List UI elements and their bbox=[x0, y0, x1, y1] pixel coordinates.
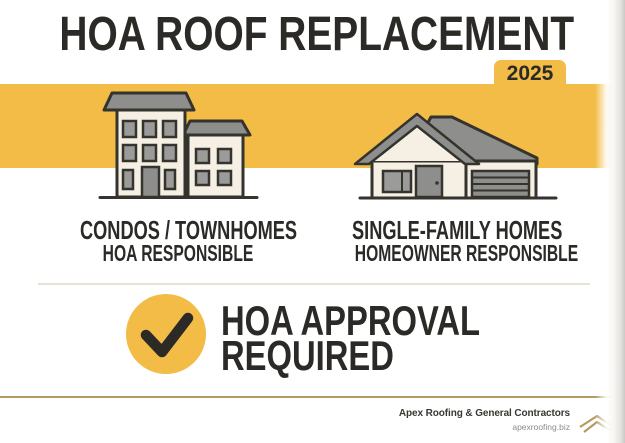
approval-line-1: HOA APPROVAL bbox=[221, 297, 481, 344]
house-gable-roof bbox=[353, 112, 481, 166]
company-name: Apex Roofing & General Contractors bbox=[398, 408, 570, 419]
house-gable bbox=[372, 122, 462, 161]
footer-divider bbox=[0, 396, 625, 398]
house-door bbox=[414, 164, 444, 199]
condo-front-building bbox=[102, 91, 196, 199]
house-garage bbox=[463, 159, 538, 200]
footer-credit: Apex Roofing & General Contractors apexr… bbox=[399, 408, 570, 432]
single-family-label: SINGLE-FAMILY HOMES bbox=[352, 215, 563, 245]
check-circle bbox=[126, 294, 206, 374]
approval-line-2: REQUIRED bbox=[221, 332, 394, 379]
year-badge: 2025 bbox=[494, 60, 566, 86]
page-title: HOA ROOF REPLACEMENT bbox=[59, 8, 575, 61]
condos-townhomes-illustration bbox=[98, 91, 259, 199]
page-curl-edge bbox=[595, 0, 625, 443]
condos-responsibility-label: HOA RESPONSIBLE bbox=[102, 240, 254, 266]
approval-required-text: HOA APPROVAL REQUIRED bbox=[221, 297, 481, 379]
house-window bbox=[381, 169, 413, 194]
single-family-responsibility-label: HOMEOWNER RESPONSIBLE bbox=[354, 240, 579, 266]
website-url: apexroofing.biz bbox=[512, 422, 570, 432]
condos-label: CONDOS / TOWNHOMES bbox=[80, 215, 298, 245]
section-divider bbox=[38, 283, 590, 285]
condo-rear-building bbox=[181, 119, 252, 199]
roofline-logo-icon bbox=[579, 414, 615, 433]
door-knob bbox=[435, 181, 439, 185]
condo-door bbox=[140, 165, 161, 199]
condo-rear-roof bbox=[181, 119, 252, 137]
single-family-home-illustration bbox=[353, 112, 558, 200]
condo-front-roof bbox=[102, 91, 196, 112]
check-mark bbox=[140, 312, 194, 358]
checkmark-icon bbox=[126, 294, 206, 374]
